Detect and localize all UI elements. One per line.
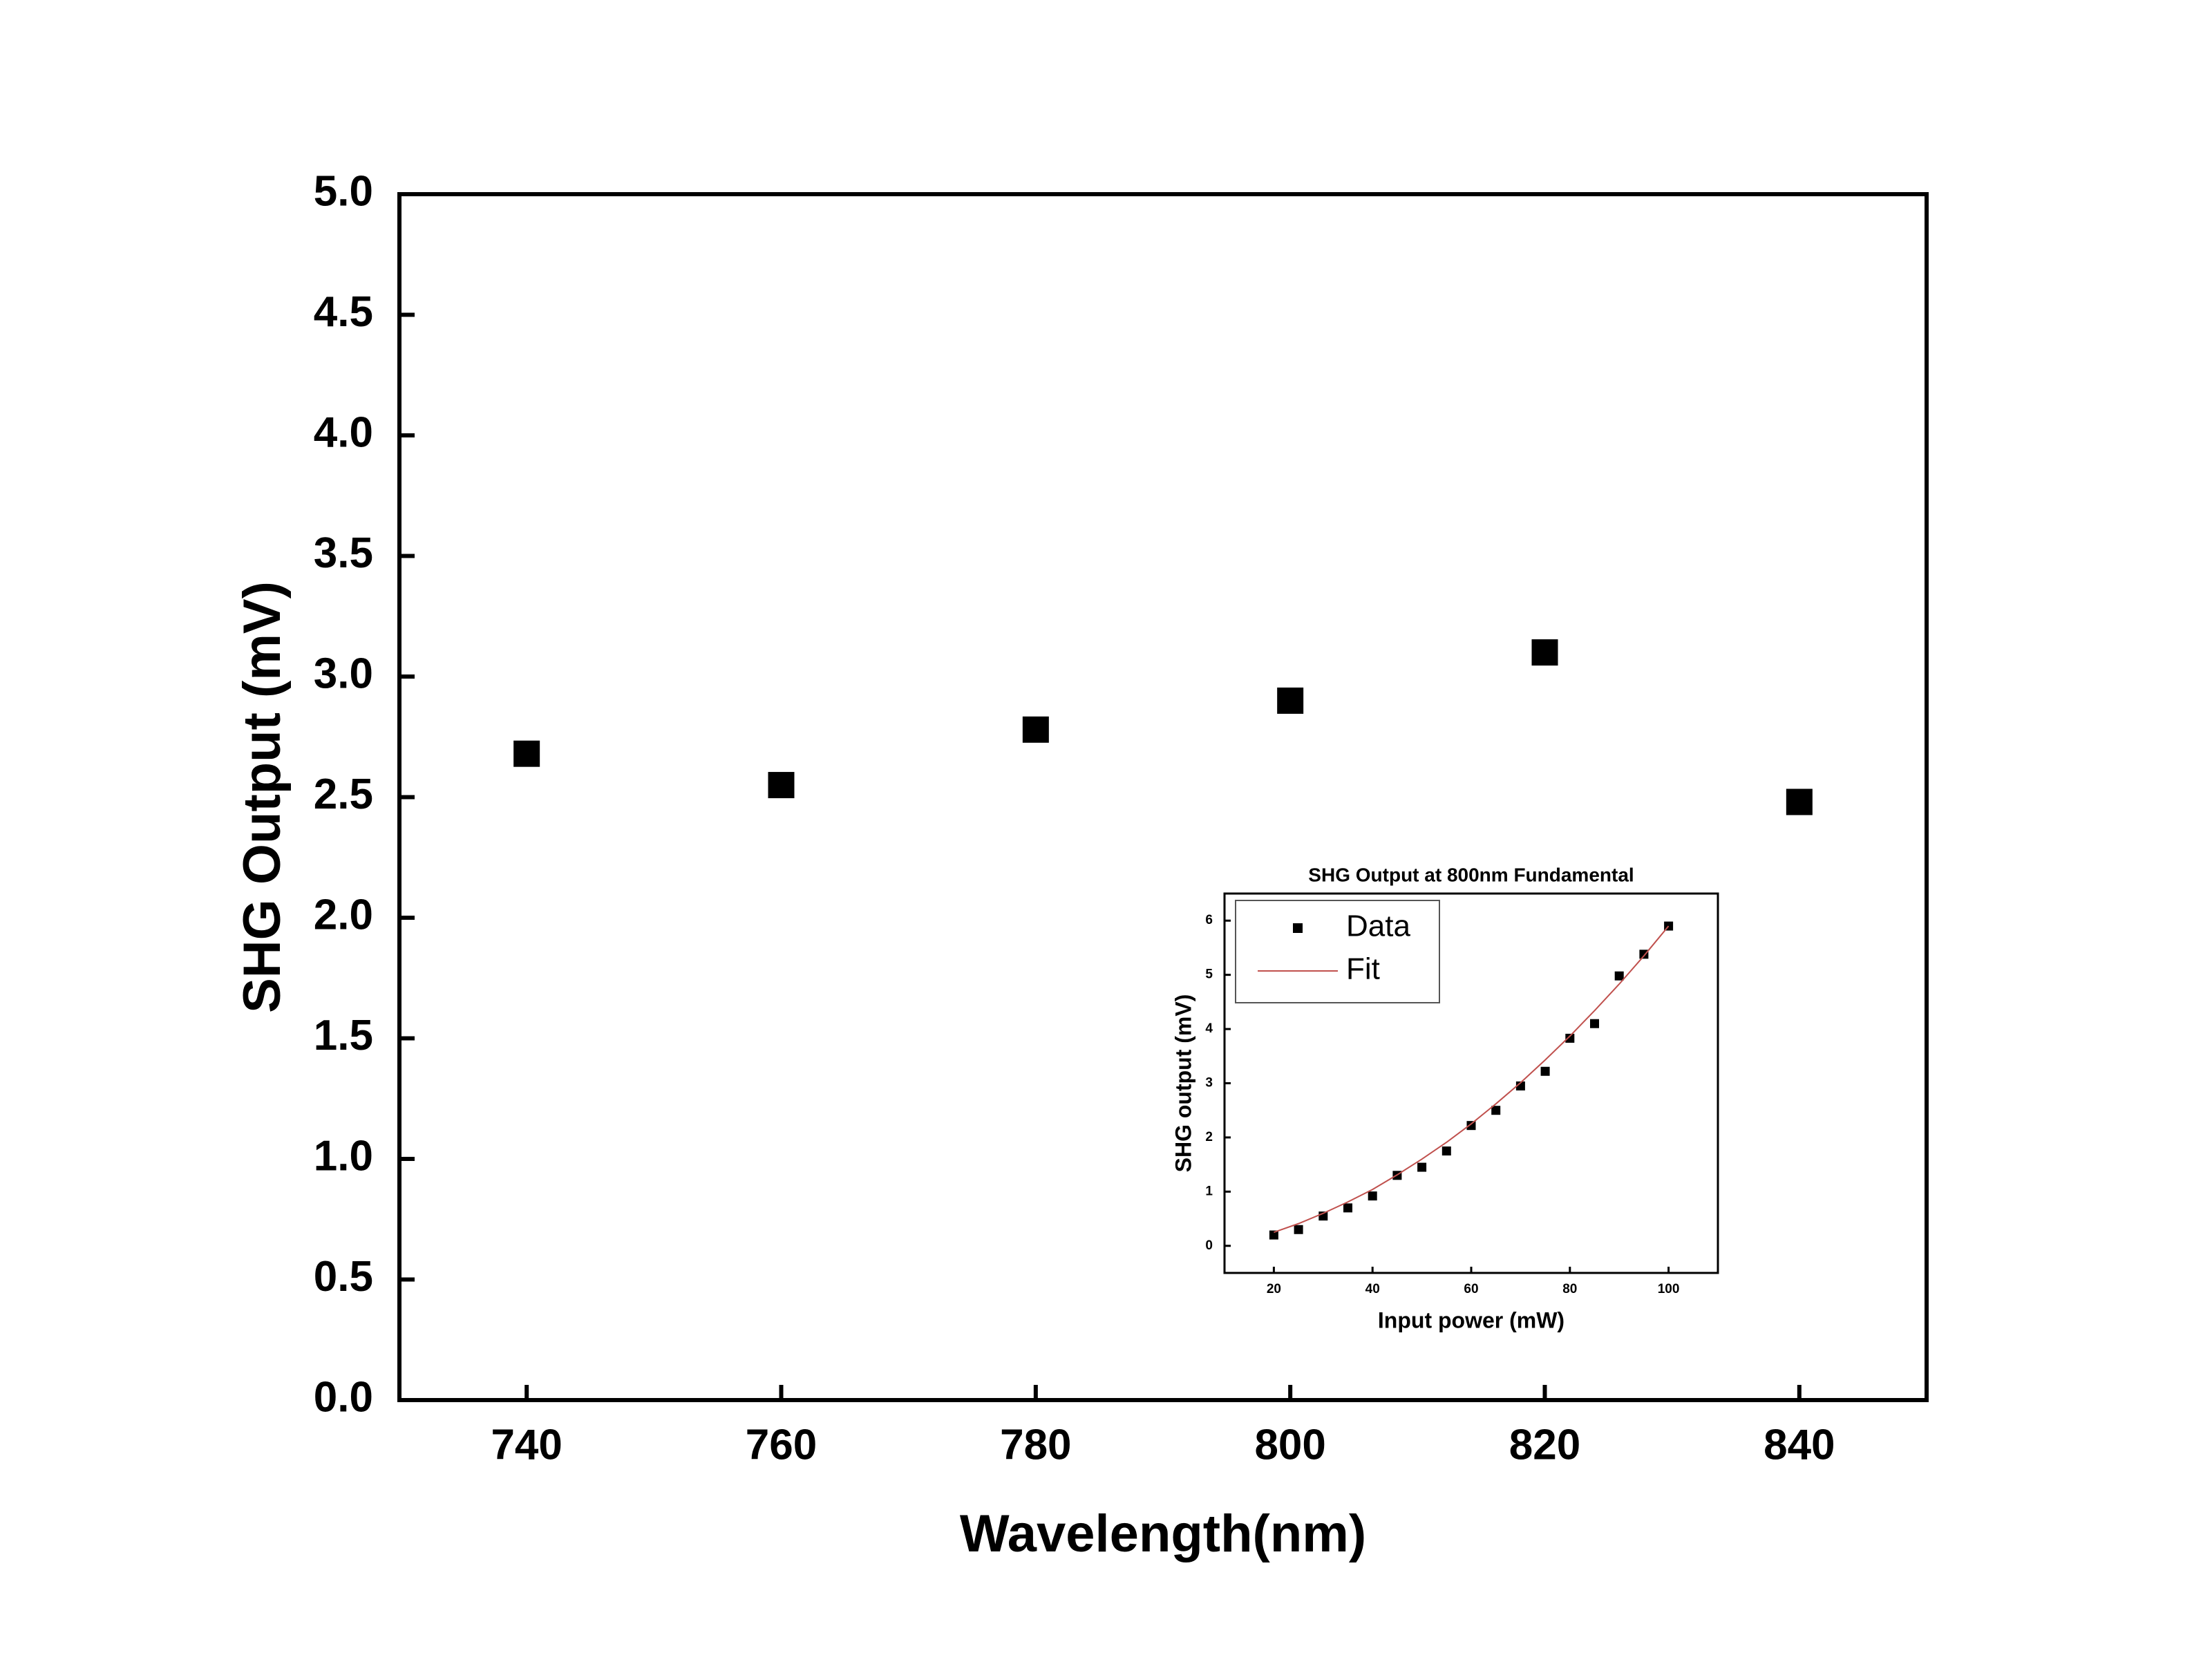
y-tick-label: 6 <box>1205 913 1213 927</box>
x-axis-label: Input power (mW) <box>1378 1307 1565 1332</box>
x-tick-label: 80 <box>1562 1282 1577 1296</box>
marker <box>1614 971 1624 981</box>
marker <box>1441 1146 1451 1156</box>
marker <box>1417 1162 1427 1172</box>
y-tick-label: 4.0 <box>314 408 373 456</box>
marker <box>768 772 795 799</box>
x-tick-label: 100 <box>1658 1282 1680 1296</box>
x-tick-label: 840 <box>1764 1421 1835 1469</box>
y-tick-label: 2 <box>1205 1130 1213 1144</box>
x-tick-label: 760 <box>746 1421 817 1469</box>
y-axis-label: SHG output (mV) <box>1171 994 1195 1173</box>
y-tick-label: 3.0 <box>314 650 373 697</box>
y-tick-label: 2.5 <box>314 771 373 818</box>
y-tick-label: 1 <box>1205 1184 1213 1198</box>
marker <box>1343 1203 1352 1213</box>
marker <box>513 740 540 767</box>
x-tick-label: 60 <box>1464 1282 1478 1296</box>
marker <box>1491 1106 1501 1115</box>
marker <box>1515 1081 1525 1090</box>
y-tick-label: 0.5 <box>314 1253 373 1301</box>
x-tick-label: 20 <box>1267 1282 1281 1296</box>
y-tick-label: 1.0 <box>314 1132 373 1180</box>
marker <box>1565 1033 1575 1043</box>
y-tick-label: 4.5 <box>314 288 373 336</box>
x-tick-label: 780 <box>1000 1421 1071 1469</box>
x-tick-label: 800 <box>1254 1421 1325 1469</box>
marker <box>1639 950 1649 959</box>
y-tick-label: 5.0 <box>314 167 373 215</box>
legend-label: Data <box>1346 909 1410 943</box>
y-tick-label: 2.0 <box>314 891 373 938</box>
y-tick-label: 1.5 <box>314 1012 373 1059</box>
legend-swatch <box>1293 923 1303 933</box>
legend-box <box>1235 900 1440 1003</box>
marker <box>1786 788 1813 815</box>
marker <box>1277 687 1304 714</box>
x-tick-label: 740 <box>491 1421 562 1469</box>
y-tick-label: 0.0 <box>314 1373 373 1421</box>
marker <box>1269 1230 1278 1240</box>
marker <box>1368 1191 1377 1201</box>
y-tick-label: 4 <box>1205 1021 1213 1036</box>
x-tick-label: 820 <box>1509 1421 1580 1469</box>
y-tick-label: 0 <box>1205 1238 1213 1253</box>
y-tick-label: 3 <box>1205 1076 1213 1090</box>
y-tick-label: 5 <box>1205 967 1213 982</box>
x-axis-label: Wavelength(nm) <box>960 1504 1366 1563</box>
marker <box>1466 1121 1476 1131</box>
marker <box>1022 716 1049 743</box>
legend-label: Fit <box>1346 952 1380 986</box>
marker <box>1294 1225 1303 1234</box>
fit-line <box>1274 925 1670 1234</box>
x-tick-label: 40 <box>1365 1282 1380 1296</box>
marker <box>1531 639 1558 666</box>
marker <box>1540 1066 1550 1076</box>
y-tick-label: 3.5 <box>314 529 373 577</box>
marker <box>1590 1019 1599 1028</box>
chart-title: SHG Output at 800nm Fundamental <box>1308 864 1634 885</box>
y-axis-label: SHG Output (mV) <box>233 581 292 1013</box>
